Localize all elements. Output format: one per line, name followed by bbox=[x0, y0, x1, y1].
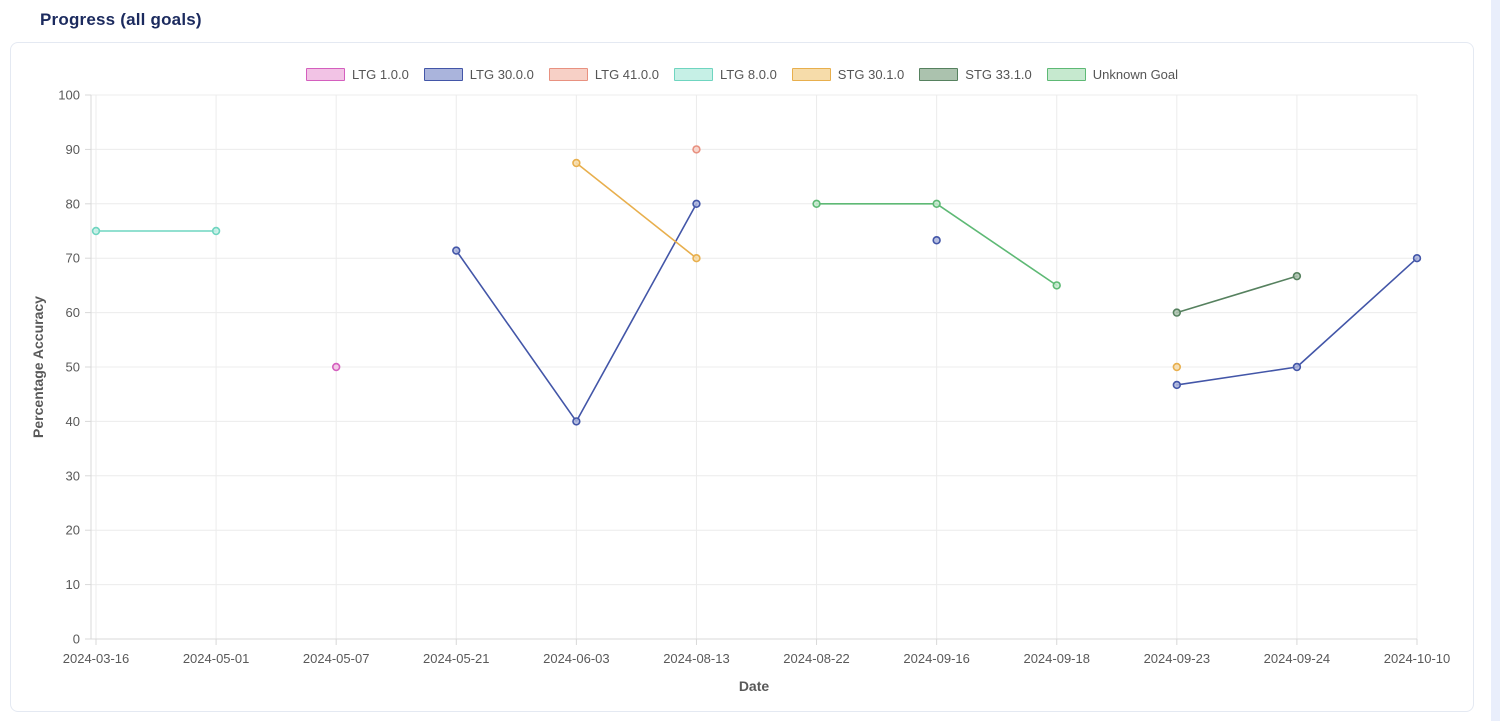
series-line-stg-33-1-0 bbox=[1176, 275, 1298, 314]
legend-item-ltg-8-0-0[interactable]: LTG 8.0.0 bbox=[673, 67, 777, 82]
legend-swatch-unknown-goal bbox=[1046, 68, 1086, 81]
line-chart: 0 10 20 30 40 50 60 70 80 90 100 2024-03-16 2024-05-… bbox=[30, 88, 1451, 695]
data-point-stg-30-1-0[interactable] bbox=[692, 254, 701, 263]
legend-label-ltg-1-0-0: LTG 1.0.0 bbox=[351, 67, 409, 82]
x-tick-label: 2024-09-16 bbox=[903, 651, 970, 666]
data-point-ltg-30-0-0[interactable] bbox=[1292, 362, 1302, 372]
data-point-ltg-30-0-0[interactable] bbox=[1412, 254, 1422, 263]
x-axis-title: Date bbox=[739, 678, 770, 694]
legend-swatch-stg-30-1-0 bbox=[791, 68, 831, 81]
x-tick-label: 2024-05-01 bbox=[183, 651, 250, 666]
x-tick-label: 2024-08-13 bbox=[663, 651, 730, 666]
legend-label-ltg-41-0-0: LTG 41.0.0 bbox=[594, 67, 659, 82]
page-title: Progress (all goals) bbox=[40, 10, 202, 29]
y-tick-label: 40 bbox=[66, 414, 80, 429]
legend-item-ltg-30-0-0[interactable]: LTG 30.0.0 bbox=[423, 67, 534, 82]
data-point-ltg-30-0-0[interactable] bbox=[932, 236, 941, 245]
legend-swatch-ltg-30-0-0 bbox=[423, 68, 463, 81]
y-tick-label: 50 bbox=[66, 360, 80, 375]
y-tick-label: 70 bbox=[66, 251, 80, 266]
legend-swatch-ltg-8-0-0 bbox=[673, 68, 713, 81]
data-point-ltg-30-0-0[interactable] bbox=[452, 246, 461, 255]
legend-label-stg-30-1-0: STG 30.1.0 bbox=[837, 67, 905, 82]
legend-item-stg-33-1-0[interactable]: STG 33.1.0 bbox=[919, 67, 1032, 82]
x-tick-label: 2024-10-10 bbox=[1384, 651, 1451, 666]
data-point-stg-33-1-0[interactable] bbox=[1172, 308, 1182, 317]
y-axis-title: Percentage Accuracy bbox=[30, 296, 46, 438]
x-tick-label: 2024-05-07 bbox=[303, 651, 370, 666]
data-point-ltg-30-0-0[interactable] bbox=[1172, 380, 1182, 390]
y-tick-label: 60 bbox=[66, 305, 80, 320]
y-tick-label: 90 bbox=[66, 142, 80, 157]
legend-label-ltg-8-0-0: LTG 8.0.0 bbox=[719, 67, 777, 82]
data-point-ltg-8-0-0[interactable] bbox=[211, 226, 221, 236]
x-tick-label: 2024-09-18 bbox=[1023, 651, 1090, 666]
legend-item-unknown-goal[interactable]: Unknown Goal bbox=[1046, 67, 1179, 82]
x-tick-label: 2024-09-23 bbox=[1144, 651, 1211, 666]
x-tick-label: 2024-08-22 bbox=[783, 651, 850, 666]
legend-label-unknown-goal: Unknown Goal bbox=[1092, 67, 1179, 82]
y-tick-label: 0 bbox=[73, 632, 80, 647]
data-point-ltg-1-0-0[interactable] bbox=[331, 362, 341, 372]
data-point-ltg-8-0-0[interactable] bbox=[91, 226, 101, 236]
y-tick-label: 100 bbox=[58, 88, 80, 103]
data-point-ltg-30-0-0[interactable] bbox=[572, 417, 581, 426]
data-point-unknown-goal[interactable] bbox=[812, 199, 821, 209]
legend-item-stg-30-1-0[interactable]: STG 30.1.0 bbox=[791, 67, 905, 82]
legend-label-stg-33-1-0: STG 33.1.0 bbox=[965, 67, 1032, 82]
data-point-unknown-goal[interactable] bbox=[1052, 281, 1061, 290]
x-tick-label: 2024-05-21 bbox=[423, 651, 490, 666]
data-point-stg-30-1-0[interactable] bbox=[572, 158, 581, 168]
right-edge-panel bbox=[1491, 0, 1500, 721]
x-tick-label: 2024-03-16 bbox=[63, 651, 130, 666]
chart-card: 0 10 20 30 40 50 60 70 80 90 100 2024-03-16 2024-05-… bbox=[10, 42, 1474, 712]
legend-label-ltg-30-0-0: LTG 30.0.0 bbox=[469, 67, 534, 82]
x-tick-label: 2024-06-03 bbox=[543, 651, 610, 666]
y-tick-label: 10 bbox=[66, 577, 80, 592]
data-point-unknown-goal[interactable] bbox=[932, 199, 941, 209]
x-tick-label: 2024-09-24 bbox=[1264, 651, 1331, 666]
data-point-ltg-41-0-0[interactable] bbox=[692, 145, 701, 154]
data-point-stg-33-1-0[interactable] bbox=[1292, 271, 1302, 281]
series-line-stg-30-1-0 bbox=[575, 162, 698, 259]
legend-swatch-stg-33-1-0 bbox=[919, 68, 959, 81]
y-tick-label: 20 bbox=[66, 523, 80, 538]
legend-swatch-ltg-1-0-0 bbox=[305, 68, 345, 81]
legend-swatch-ltg-41-0-0 bbox=[548, 68, 588, 81]
y-tick-label: 80 bbox=[66, 196, 80, 211]
data-point-stg-30-1-0[interactable] bbox=[1172, 362, 1182, 372]
legend-item-ltg-1-0-0[interactable]: LTG 1.0.0 bbox=[305, 67, 409, 82]
legend-item-ltg-41-0-0[interactable]: LTG 41.0.0 bbox=[548, 67, 659, 82]
y-tick-label: 30 bbox=[66, 468, 80, 483]
chart-legend: LTG 1.0.0 LTG 30.0.0 LTG 41.0.0 LTG 8.0.0 ST… bbox=[11, 67, 1473, 82]
data-point-ltg-30-0-0[interactable] bbox=[692, 199, 701, 209]
